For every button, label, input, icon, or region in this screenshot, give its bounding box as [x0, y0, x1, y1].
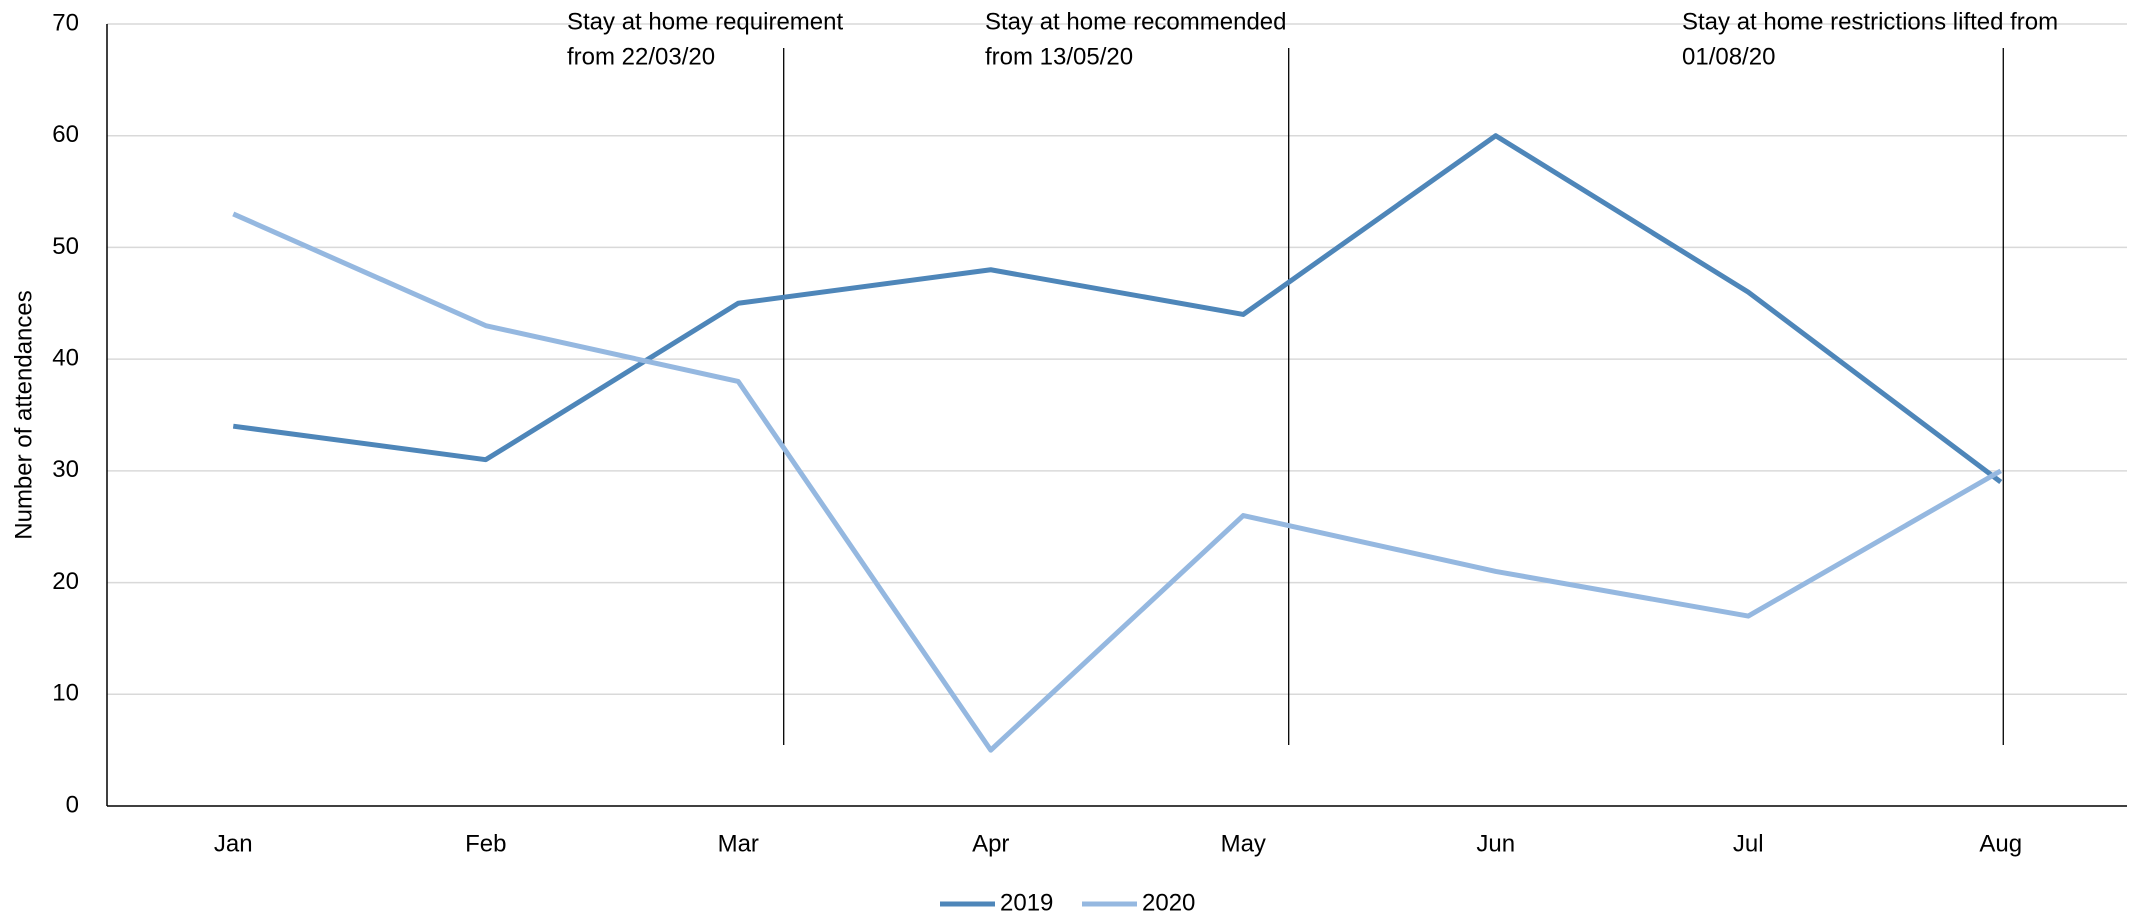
y-tick-label: 70 — [52, 9, 79, 36]
y-axis-label: Number of attendances — [10, 290, 37, 539]
legend-label: 2020 — [1142, 889, 1195, 916]
annotation-text: from 13/05/20 — [985, 43, 1133, 70]
x-tick-label: May — [1221, 830, 1266, 857]
x-tick-label: Jan — [214, 830, 253, 857]
series-line — [232, 211, 2002, 753]
annotation-text: 01/08/20 — [1682, 43, 1775, 70]
y-tick-label: 0 — [66, 791, 79, 818]
y-tick-label: 50 — [52, 233, 79, 260]
y-tick-label: 40 — [52, 344, 79, 371]
y-tick-label: 10 — [52, 680, 79, 707]
annotation-text: Stay at home recommended — [985, 8, 1287, 35]
x-tick-label: Mar — [718, 830, 759, 857]
x-tick-label: Feb — [465, 830, 506, 857]
series-line — [232, 133, 2003, 485]
x-tick-label: Apr — [972, 830, 1009, 857]
y-tick-label: 30 — [52, 456, 79, 483]
x-tick-label: Jul — [1733, 830, 1764, 857]
y-tick-label: 20 — [52, 568, 79, 595]
y-tick-label: 60 — [52, 121, 79, 148]
annotation-text: Stay at home restrictions lifted from — [1682, 8, 2058, 35]
legend-label: 2019 — [1000, 889, 1053, 916]
annotation-text: Stay at home requirement — [567, 8, 843, 35]
x-tick-label: Aug — [1979, 830, 2022, 857]
annotation-text: from 22/03/20 — [567, 43, 715, 70]
x-tick-label: Jun — [1476, 830, 1515, 857]
